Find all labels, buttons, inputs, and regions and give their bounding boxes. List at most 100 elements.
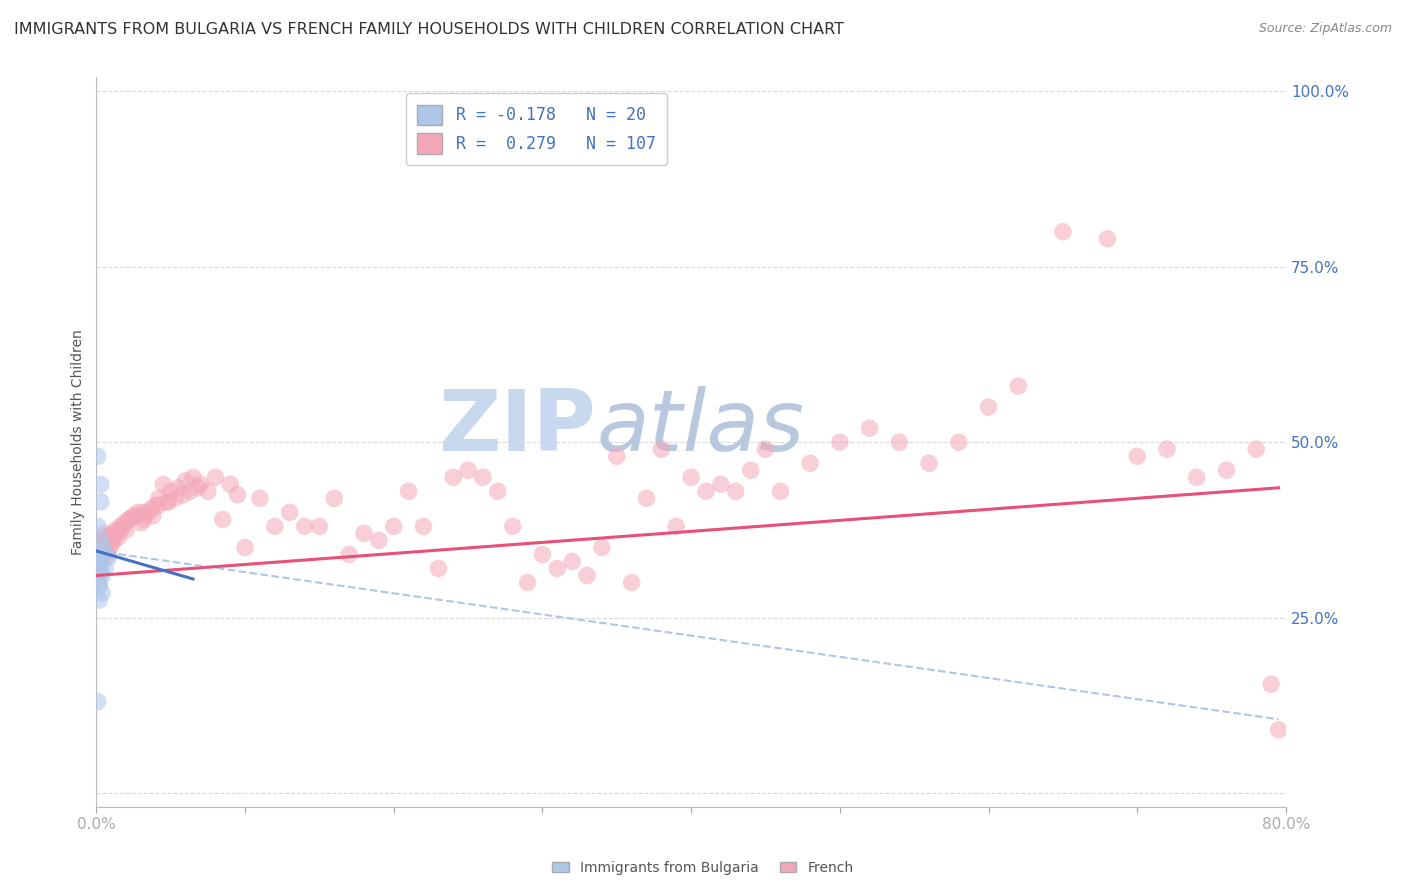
Point: [98, 541, 121, 555]
Point: [142, 508, 165, 523]
Point: [681, 470, 703, 484]
Point: [441, 470, 464, 484]
Point: [710, 477, 733, 491]
Point: [948, 435, 970, 450]
Point: [337, 548, 360, 562]
Point: [650, 442, 672, 457]
Point: [186, 481, 208, 495]
Point: [93, 533, 115, 548]
Text: atlas: atlas: [596, 386, 804, 469]
Point: [156, 495, 179, 509]
Point: [87, 449, 110, 463]
Point: [96, 544, 118, 558]
Point: [132, 505, 155, 519]
Point: [156, 495, 179, 509]
Point: [148, 499, 170, 513]
Point: [94, 561, 117, 575]
Text: Source: ZipAtlas.com: Source: ZipAtlas.com: [1258, 22, 1392, 36]
Point: [100, 537, 122, 551]
Point: [90, 477, 112, 491]
Point: [353, 526, 375, 541]
Point: [152, 477, 174, 491]
Point: [96, 533, 118, 548]
Point: [190, 477, 212, 491]
Point: [105, 526, 128, 541]
Legend: Immigrants from Bulgaria, French: Immigrants from Bulgaria, French: [547, 855, 859, 880]
Point: [91, 541, 114, 555]
Point: [94, 530, 117, 544]
Point: [87, 519, 110, 533]
Point: [197, 484, 219, 499]
Point: [486, 484, 509, 499]
Point: [104, 523, 127, 537]
Point: [695, 484, 717, 499]
Point: [606, 449, 628, 463]
Point: [1215, 463, 1237, 477]
Point: [87, 695, 110, 709]
Point: [87, 548, 110, 562]
Point: [118, 512, 141, 526]
Point: [90, 565, 112, 579]
Point: [516, 575, 538, 590]
Point: [1244, 442, 1267, 457]
Point: [367, 533, 389, 548]
Point: [90, 495, 112, 509]
Point: [141, 501, 163, 516]
Point: [233, 541, 256, 555]
Point: [89, 593, 111, 607]
Point: [138, 505, 160, 519]
Point: [427, 561, 450, 575]
Point: [263, 519, 285, 533]
Point: [132, 512, 155, 526]
Point: [125, 508, 148, 523]
Point: [98, 530, 121, 544]
Point: [108, 523, 131, 537]
Point: [97, 548, 120, 562]
Point: [89, 579, 111, 593]
Point: [93, 526, 115, 541]
Point: [1260, 677, 1282, 691]
Point: [412, 519, 434, 533]
Point: [1126, 449, 1149, 463]
Point: [249, 491, 271, 506]
Point: [1097, 232, 1119, 246]
Point: [93, 544, 115, 558]
Point: [502, 519, 524, 533]
Point: [91, 568, 114, 582]
Point: [90, 533, 112, 548]
Point: [112, 519, 135, 533]
Point: [174, 474, 197, 488]
Legend: R = -0.178   N = 20, R =  0.279   N = 107: R = -0.178 N = 20, R = 0.279 N = 107: [406, 93, 668, 165]
Point: [91, 586, 114, 600]
Point: [129, 516, 152, 530]
Point: [278, 505, 301, 519]
Point: [636, 491, 658, 506]
Point: [172, 488, 194, 502]
Point: [90, 554, 112, 568]
Point: [90, 533, 112, 548]
Point: [226, 488, 249, 502]
Point: [398, 484, 420, 499]
Point: [127, 505, 149, 519]
Point: [591, 541, 613, 555]
Point: [97, 551, 120, 566]
Point: [89, 554, 111, 568]
Point: [103, 533, 125, 548]
Point: [665, 519, 688, 533]
Point: [977, 400, 1000, 414]
Point: [561, 554, 583, 568]
Text: ZIP: ZIP: [439, 386, 596, 469]
Point: [101, 526, 124, 541]
Point: [122, 508, 145, 523]
Point: [219, 477, 242, 491]
Point: [89, 565, 111, 579]
Point: [118, 512, 141, 526]
Point: [754, 442, 776, 457]
Point: [90, 541, 112, 555]
Point: [889, 435, 911, 450]
Point: [204, 470, 226, 484]
Point: [576, 568, 599, 582]
Point: [165, 491, 187, 506]
Point: [108, 519, 131, 533]
Point: [115, 523, 138, 537]
